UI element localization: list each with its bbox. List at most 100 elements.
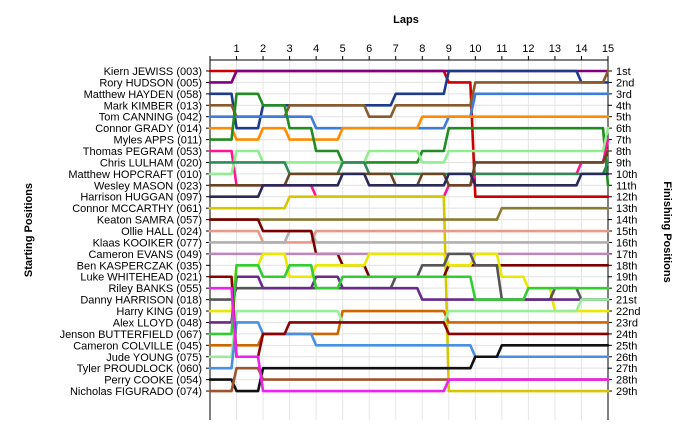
driver-label: Jenson BUTTERFIELD (067): [60, 329, 202, 341]
series-line: [208, 69, 610, 84]
series-line: [208, 309, 610, 347]
driver-label: Ollie HALL (024): [121, 226, 202, 238]
finish-position-label: 19th: [616, 272, 637, 284]
x-tick-label: 10: [469, 43, 481, 55]
driver-label: Alex LLOYD (048): [113, 317, 202, 329]
x-tick-label: 4: [313, 43, 319, 55]
driver-label: Perry COOKE (054): [104, 375, 202, 387]
driver-label: Ben KASPERCZAK (035): [77, 260, 202, 272]
finish-position-label: 26th: [616, 352, 637, 364]
series-line: [208, 275, 610, 324]
driver-label: Klaas KOOIKER (077): [93, 237, 202, 249]
starting-position-labels: Kiern JEWISS (003)Rory HUDSON (005) Matth…: [60, 66, 202, 398]
series-line: [208, 69, 610, 130]
finish-position-label: 15th: [616, 226, 637, 238]
x-tick-label: 11: [496, 43, 507, 55]
driver-label: Connor MCCARTHY (061): [72, 203, 202, 215]
series-line: [208, 298, 610, 359]
driver-label: Riley BANKS (055): [108, 283, 202, 295]
axes: [206, 56, 612, 420]
driver-label: Rory HUDSON (005): [99, 77, 202, 89]
finish-position-label: 20th: [616, 283, 637, 295]
finish-position-label: 11th: [616, 180, 637, 192]
driver-label: Harrison HUGGAN (097): [80, 192, 202, 204]
driver-label: Myles APPS (011): [114, 135, 202, 147]
series-line: [208, 172, 610, 199]
series-line: [208, 229, 610, 244]
x-tick-label: 8: [419, 43, 425, 55]
driver-label: Luke WHITEHEAD (021): [80, 272, 202, 284]
finish-position-label: 22nd: [616, 306, 640, 318]
finish-position-label: 25th: [616, 340, 637, 352]
series-line: [208, 275, 610, 359]
series-line: [208, 115, 610, 141]
x-tick-label: 1: [233, 43, 239, 55]
finish-position-label: 23rd: [616, 317, 638, 329]
driver-label: Thomas PEGRAM (053): [83, 146, 202, 158]
driver-label: Connor GRADY (014): [95, 123, 202, 135]
series-lines: [208, 69, 610, 393]
chart-title: Laps: [393, 14, 419, 26]
y-axis-label-left: Starting Positions: [23, 183, 35, 277]
driver-label: Wesley MASON (023): [94, 180, 202, 192]
x-tick-label: 12: [522, 43, 534, 55]
finish-position-label: 8th: [616, 146, 631, 158]
series-line: [208, 149, 610, 187]
series-line: [208, 138, 610, 199]
driver-label: Nicholas FIGURADO (074): [70, 386, 202, 398]
finish-position-label: 2nd: [616, 77, 634, 89]
x-tick-label: 2: [260, 43, 266, 55]
series-line: [208, 264, 610, 336]
finish-position-label: 28th: [616, 375, 637, 387]
finish-position-label: 18th: [616, 260, 637, 272]
driver-label: Tyler PROUDLOCK (060): [77, 363, 202, 375]
driver-label: Chris LULHAM (020): [100, 157, 202, 169]
finish-position-label: 24th: [616, 329, 637, 341]
series-line: [208, 92, 610, 130]
driver-label: Cameron COLVILLE (045): [73, 340, 202, 352]
series-line: [208, 218, 610, 279]
driver-label: Mark KIMBER (013): [104, 100, 202, 112]
x-tick-label: 7: [393, 43, 399, 55]
finish-position-label: 12th: [616, 192, 637, 204]
finish-position-label: 17th: [616, 249, 637, 261]
x-tick-label: 14: [575, 43, 587, 55]
grid: [210, 60, 609, 420]
series-line: [208, 252, 610, 313]
driver-label: Harry KING (019): [116, 306, 202, 318]
y-axis-label-right: Finishing Positions: [661, 181, 673, 282]
finish-position-label: 10th: [616, 169, 637, 181]
series-line: [208, 344, 610, 393]
driver-label: Tom CANNING (042): [99, 112, 202, 124]
driver-label: Keaton SAMRA (057): [97, 215, 202, 227]
series-line: [208, 92, 610, 187]
series-line: [208, 206, 610, 221]
x-tick-label: 15: [602, 43, 614, 55]
x-tick-label: 5: [340, 43, 346, 55]
finish-position-label: 29th: [616, 386, 637, 398]
x-tick-label: 13: [549, 43, 561, 55]
series-line: [208, 195, 610, 393]
finish-position-label: 16th: [616, 237, 637, 249]
finish-position-label: 27th: [616, 363, 637, 375]
x-tick-label: 9: [446, 43, 452, 55]
series-line: [208, 161, 610, 176]
finish-position-label: 7th: [616, 135, 631, 147]
driver-label: Kiern JEWISS (003): [104, 66, 202, 78]
driver-label: Matthew HOPCRAFT (010): [68, 169, 202, 181]
finish-position-label: 6th: [616, 123, 631, 135]
series-line: [208, 229, 610, 244]
finish-position-label: 9th: [616, 157, 631, 169]
x-ticks: 1 2 3 4 5 6 7 8 9 10 11 12 13 14 15: [233, 43, 614, 55]
finish-position-label: 4th: [616, 100, 631, 112]
finish-position-label: 3rd: [616, 89, 632, 101]
finish-position-label: 5th: [616, 112, 631, 124]
driver-label: Jude YOUNG (075): [106, 352, 202, 364]
driver-label: Danny HARRISON (018): [80, 295, 202, 307]
x-tick-label: 3: [287, 43, 293, 55]
finish-position-label: 1st: [616, 66, 631, 78]
finish-position-label: 14th: [616, 215, 637, 227]
series-line: [208, 286, 610, 393]
